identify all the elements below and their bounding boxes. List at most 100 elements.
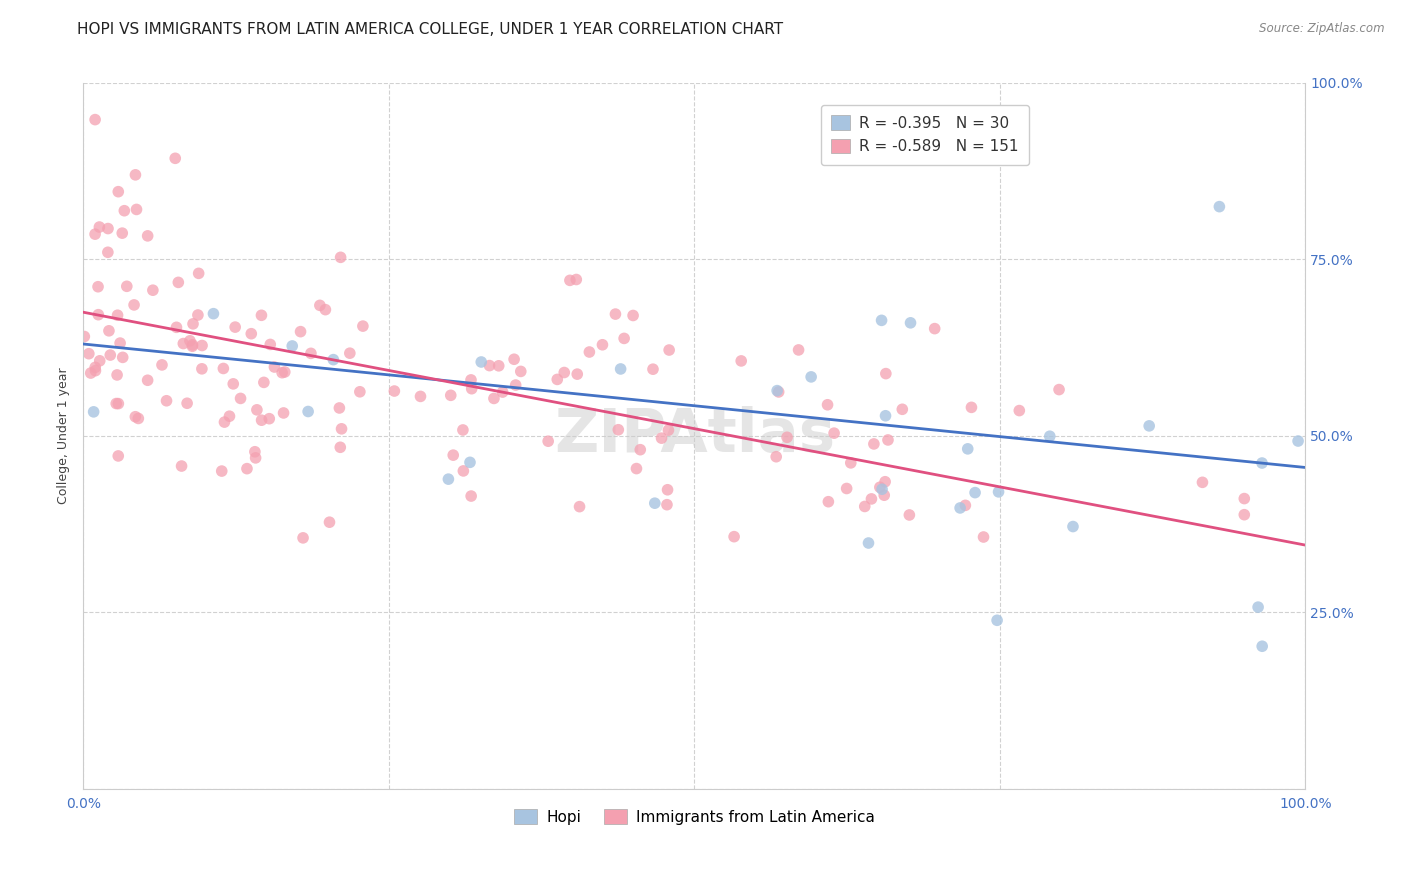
- Point: [236, 461, 259, 475]
- Point: [97, 245, 120, 260]
- Point: [1137, 418, 1160, 433]
- Point: [553, 366, 575, 380]
- Point: [873, 488, 896, 502]
- Point: [973, 530, 995, 544]
- Point: [1251, 639, 1274, 653]
- Point: [111, 351, 134, 365]
- Point: [409, 389, 432, 403]
- Point: [349, 384, 371, 399]
- Point: [292, 531, 315, 545]
- Point: [482, 392, 505, 406]
- Point: [924, 321, 946, 335]
- Point: [229, 392, 252, 406]
- Point: [776, 430, 799, 444]
- Point: [817, 398, 839, 412]
- Point: [125, 202, 148, 217]
- Point: [84, 360, 107, 375]
- Point: [460, 373, 482, 387]
- Text: ZIPAtlas: ZIPAtlas: [554, 406, 835, 466]
- Point: [1233, 508, 1256, 522]
- Point: [105, 396, 128, 410]
- Point: [607, 423, 630, 437]
- Point: [578, 345, 600, 359]
- Point: [956, 442, 979, 456]
- Point: [107, 449, 129, 463]
- Point: [800, 370, 823, 384]
- Point: [460, 382, 482, 396]
- Point: [330, 422, 353, 436]
- Point: [89, 353, 111, 368]
- Point: [626, 461, 648, 475]
- Point: [621, 309, 644, 323]
- Point: [176, 396, 198, 410]
- Point: [309, 298, 332, 312]
- Point: [187, 308, 209, 322]
- Point: [77, 347, 100, 361]
- Point: [609, 362, 631, 376]
- Point: [299, 346, 322, 360]
- Point: [212, 361, 235, 376]
- Point: [98, 348, 121, 362]
- Point: [657, 423, 679, 437]
- Point: [987, 484, 1010, 499]
- Point: [111, 226, 134, 240]
- Point: [858, 536, 880, 550]
- Point: [644, 496, 666, 510]
- Point: [460, 489, 482, 503]
- Y-axis label: College, Under 1 year: College, Under 1 year: [58, 368, 70, 504]
- Point: [263, 359, 285, 374]
- Point: [823, 426, 845, 441]
- Point: [869, 480, 891, 494]
- Point: [246, 402, 269, 417]
- Point: [641, 362, 664, 376]
- Point: [437, 472, 460, 486]
- Point: [591, 338, 613, 352]
- Point: [835, 482, 858, 496]
- Point: [875, 475, 897, 489]
- Point: [441, 448, 464, 462]
- Point: [568, 500, 591, 514]
- Point: [97, 324, 120, 338]
- Point: [537, 434, 560, 449]
- Point: [84, 112, 107, 127]
- Point: [1286, 434, 1309, 448]
- Point: [965, 485, 987, 500]
- Point: [89, 220, 111, 235]
- Point: [155, 393, 177, 408]
- Point: [509, 364, 531, 378]
- Point: [259, 337, 281, 351]
- Point: [451, 423, 474, 437]
- Point: [352, 319, 374, 334]
- Point: [127, 411, 149, 425]
- Point: [470, 355, 492, 369]
- Point: [949, 500, 972, 515]
- Point: [955, 499, 977, 513]
- Point: [860, 491, 883, 506]
- Point: [107, 308, 129, 322]
- Point: [558, 273, 581, 287]
- Point: [322, 352, 344, 367]
- Point: [245, 450, 267, 465]
- Point: [253, 376, 276, 390]
- Point: [817, 494, 839, 508]
- Point: [1062, 519, 1084, 533]
- Point: [259, 411, 281, 425]
- Point: [124, 409, 146, 424]
- Point: [281, 339, 304, 353]
- Point: [122, 298, 145, 312]
- Point: [142, 283, 165, 297]
- Point: [651, 431, 673, 445]
- Point: [986, 613, 1008, 627]
- Point: [657, 483, 679, 497]
- Legend: Hopi, Immigrants from Latin America: Hopi, Immigrants from Latin America: [505, 800, 884, 834]
- Point: [870, 313, 893, 327]
- Point: [314, 302, 336, 317]
- Point: [250, 413, 273, 427]
- Point: [546, 372, 568, 386]
- Point: [297, 404, 319, 418]
- Point: [765, 450, 787, 464]
- Point: [1039, 429, 1062, 443]
- Point: [458, 455, 481, 469]
- Point: [440, 388, 463, 402]
- Point: [218, 409, 240, 424]
